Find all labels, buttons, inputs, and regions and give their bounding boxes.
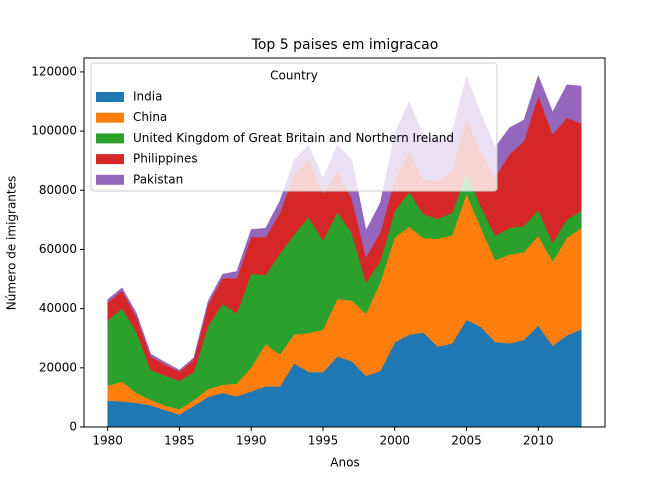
y-tick-label: 60000: [39, 242, 77, 256]
y-tick-label: 120000: [31, 64, 77, 78]
legend-swatch: [96, 174, 124, 185]
area: [107, 74, 582, 372]
y-tick-label: 40000: [39, 301, 77, 315]
legend-box: [90, 62, 498, 192]
x-tick-label: 2010: [523, 434, 554, 448]
chart-title: Top 5 paises em imigracao: [251, 37, 439, 53]
y-tick-label: 0: [69, 420, 77, 434]
x-axis-label: Anos: [330, 456, 359, 470]
plot-frame: [83, 57, 606, 428]
legend-swatch: [96, 112, 124, 123]
legend-swatch: [96, 92, 124, 102]
legend-label: China: [133, 110, 167, 124]
legend-title: Country: [270, 69, 318, 83]
y-axis-label: Número de imigrantes: [5, 176, 19, 311]
legend-label: India: [133, 90, 162, 104]
x-tick-label: 1990: [236, 434, 267, 448]
legend-swatch: [96, 154, 124, 165]
x-tick-label: 2000: [379, 434, 410, 448]
legend-label: United Kingdom of Great Britain and Nort…: [133, 131, 454, 145]
y-tick-label: 20000: [39, 360, 77, 374]
y-tick-label: 80000: [39, 183, 77, 197]
x-tick-label: 2005: [451, 434, 482, 448]
x-tick-label: 1985: [164, 434, 195, 448]
x-tick-label: 1995: [308, 434, 339, 448]
x-tick-label: 1980: [92, 434, 123, 448]
legend-swatch: [96, 133, 124, 144]
legend-label: Philippines: [133, 152, 198, 166]
y-tick-label: 100000: [31, 124, 77, 138]
legend-label: Pakistan: [133, 172, 183, 186]
